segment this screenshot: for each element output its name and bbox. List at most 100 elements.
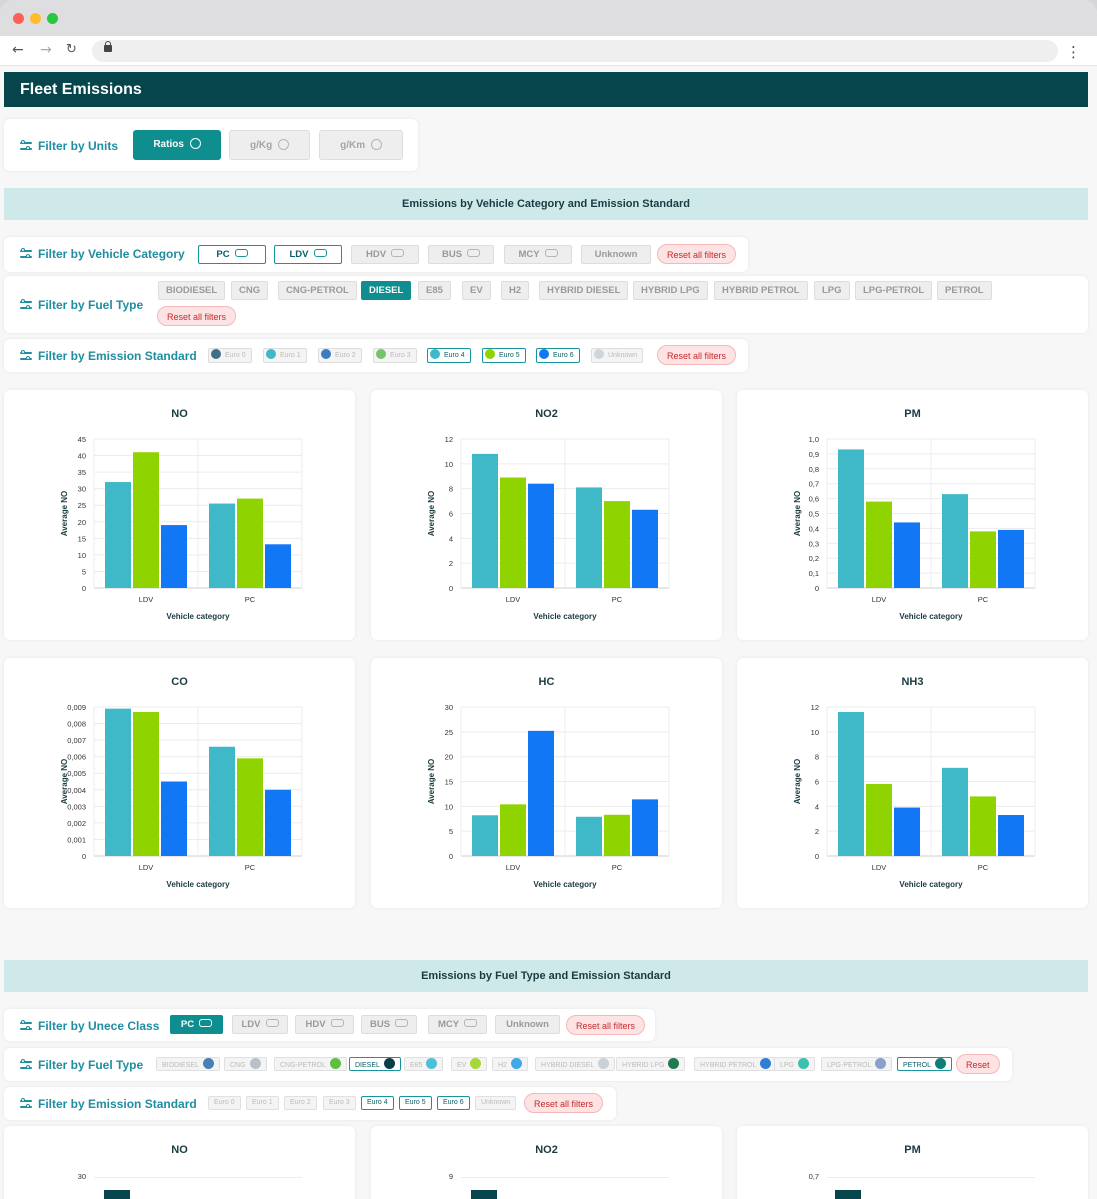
emission-chip-euro-2[interactable]: Euro 2 (284, 1096, 317, 1110)
bar-pc-series-3[interactable] (265, 544, 291, 588)
fuel-chip-h2[interactable]: H2 (501, 281, 530, 300)
fuel-chip-petrol[interactable]: PETROL (897, 1057, 953, 1071)
fuel-chip-h2[interactable]: H2 (492, 1057, 528, 1071)
address-bar[interactable] (92, 40, 1058, 62)
fuel-chip-hybrid-diesel[interactable]: HYBRID DIESEL (539, 281, 629, 300)
bar-pc-series-1[interactable] (942, 767, 968, 856)
bar-ldv-series-3[interactable] (894, 522, 920, 588)
emission-pill-euro-5[interactable]: Euro 5 (482, 348, 526, 363)
emission-pill-euro-6[interactable]: Euro 6 (536, 348, 580, 363)
maximize-window-icon[interactable] (47, 13, 58, 24)
reset-fuel-filters-button[interactable]: Reset all filters (157, 306, 237, 326)
emission-chip-unknown[interactable]: Unknown (475, 1096, 517, 1110)
bar-ldv-series-1[interactable] (105, 482, 131, 588)
bar-ldv-series-2[interactable] (500, 804, 526, 856)
bar-ldv-series-1[interactable] (838, 711, 864, 856)
bar-pc-series-3[interactable] (632, 799, 658, 856)
bar-pc-series-3[interactable] (265, 789, 291, 856)
bar-ldv-series-3[interactable] (528, 730, 554, 856)
fuel-chip-cng[interactable]: CNG (224, 1057, 267, 1071)
fuel-chip-cng-petrol[interactable]: CNG-PETROL (274, 1057, 347, 1071)
reset-emission-filters-button-2[interactable]: Reset all filters (524, 1093, 604, 1113)
vehicle-chip-hdv[interactable]: HDV (351, 245, 419, 264)
bar-ldv-series-2[interactable] (866, 501, 892, 588)
fuel-chip-hybrid-lpg[interactable]: HYBRID LPG (616, 1057, 686, 1071)
fuel-chip-hybrid-petrol[interactable]: HYBRID PETROL (694, 1057, 778, 1071)
bar-pc-series-2[interactable] (237, 758, 263, 856)
reload-icon[interactable]: ↻ (66, 42, 77, 57)
fuel-chip-biodiesel[interactable]: BIODIESEL (156, 1057, 220, 1071)
bar-ldv-series-1[interactable] (105, 708, 131, 856)
class-chip-pc[interactable]: PC (170, 1015, 223, 1034)
emission-pill-euro-1[interactable]: Euro 1 (263, 348, 307, 363)
fuel-chip-biodiesel[interactable]: BIODIESEL (158, 281, 226, 300)
class-chip-bus[interactable]: BUS (361, 1015, 417, 1034)
bar-ldv-series-2[interactable] (133, 452, 159, 588)
emission-pill-euro-3[interactable]: Euro 3 (373, 348, 417, 363)
bar-pc-series-1[interactable] (209, 503, 235, 588)
bar-ldv-series-3[interactable] (528, 483, 554, 588)
fuel-chip-lpg-petrol[interactable]: LPG-PETROL (855, 281, 933, 300)
bar-ldv-series-3[interactable] (894, 807, 920, 856)
fuel-chip-cng-petrol[interactable]: CNG-PETROL (278, 281, 357, 300)
fuel-chip-ev[interactable]: EV (462, 281, 491, 300)
emission-pill-euro-4[interactable]: Euro 4 (427, 348, 471, 363)
bar-top[interactable] (104, 1190, 130, 1199)
forward-arrow-icon[interactable]: → (40, 42, 52, 58)
class-chip-unknown[interactable]: Unknown (495, 1015, 560, 1034)
close-window-icon[interactable] (13, 13, 24, 24)
bar-pc-series-2[interactable] (970, 796, 996, 856)
fuel-chip-cng[interactable]: CNG (231, 281, 269, 300)
bar-ldv-series-2[interactable] (133, 711, 159, 856)
fuel-chip-hybrid-lpg[interactable]: HYBRID LPG (633, 281, 708, 300)
emission-chip-euro-5[interactable]: Euro 5 (399, 1096, 432, 1110)
emission-chip-euro-4[interactable]: Euro 4 (361, 1096, 394, 1110)
class-chip-ldv[interactable]: LDV (232, 1015, 288, 1034)
bar-pc-series-1[interactable] (576, 487, 602, 588)
reset-fuel-button-2[interactable]: Reset (956, 1054, 1000, 1074)
g-per-km-button[interactable]: g/Km (319, 130, 403, 160)
bar-ldv-series-3[interactable] (161, 781, 187, 857)
bar-pc-series-1[interactable] (209, 746, 235, 856)
emission-chip-euro-6[interactable]: Euro 6 (437, 1096, 470, 1110)
emission-pill-euro-2[interactable]: Euro 2 (318, 348, 362, 363)
bar-pc-series-2[interactable] (604, 501, 630, 588)
fuel-chip-lpg-petrol[interactable]: LPG-PETROL (821, 1057, 893, 1071)
fuel-chip-e85[interactable]: E85 (404, 1057, 444, 1071)
reset-filters-button[interactable]: Reset all filters (657, 244, 737, 264)
bar-top[interactable] (835, 1190, 861, 1199)
bar-pc-series-1[interactable] (942, 494, 968, 588)
bar-ldv-series-3[interactable] (161, 525, 187, 588)
bar-pc-series-2[interactable] (604, 814, 630, 856)
minimize-window-icon[interactable] (30, 13, 41, 24)
bar-pc-series-3[interactable] (998, 815, 1024, 856)
fuel-chip-lpg[interactable]: LPG (774, 1057, 816, 1071)
bar-pc-series-3[interactable] (632, 509, 658, 588)
bar-ldv-series-1[interactable] (472, 453, 498, 588)
vehicle-chip-ldv[interactable]: LDV (274, 245, 342, 264)
fuel-chip-lpg[interactable]: LPG (814, 281, 850, 300)
fuel-chip-ev[interactable]: EV (451, 1057, 488, 1071)
class-chip-mcy[interactable]: MCY (428, 1015, 487, 1034)
reset-emission-filters-button[interactable]: Reset all filters (657, 345, 737, 365)
bar-ldv-series-1[interactable] (838, 449, 864, 588)
fuel-chip-petrol[interactable]: PETROL (937, 281, 992, 300)
emission-chip-euro-1[interactable]: Euro 1 (246, 1096, 279, 1110)
vehicle-chip-pc[interactable]: PC (198, 245, 266, 264)
fuel-chip-diesel[interactable]: DIESEL (349, 1057, 401, 1071)
bar-pc-series-1[interactable] (576, 816, 602, 856)
g-per-kg-button[interactable]: g/Kg (229, 130, 310, 160)
bar-ldv-series-2[interactable] (500, 477, 526, 588)
bar-pc-series-2[interactable] (970, 531, 996, 588)
fuel-chip-e85[interactable]: E85 (418, 281, 451, 300)
vehicle-chip-unknown[interactable]: Unknown (581, 245, 651, 264)
ratios-button[interactable]: Ratios (133, 130, 221, 160)
bar-top[interactable] (471, 1190, 497, 1199)
vehicle-chip-bus[interactable]: BUS (428, 245, 494, 264)
fuel-chip-diesel[interactable]: DIESEL (361, 281, 412, 300)
browser-menu-icon[interactable]: ⋮ (1066, 43, 1081, 61)
bar-pc-series-2[interactable] (237, 498, 263, 588)
fuel-chip-hybrid-petrol[interactable]: HYBRID PETROL (714, 281, 808, 300)
vehicle-chip-mcy[interactable]: MCY (504, 245, 572, 264)
reset-class-filters-button[interactable]: Reset all filters (566, 1015, 646, 1035)
